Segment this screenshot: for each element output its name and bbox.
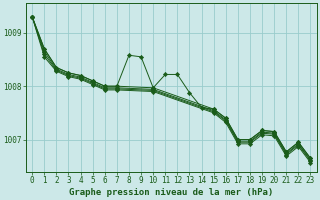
X-axis label: Graphe pression niveau de la mer (hPa): Graphe pression niveau de la mer (hPa)	[69, 188, 274, 197]
